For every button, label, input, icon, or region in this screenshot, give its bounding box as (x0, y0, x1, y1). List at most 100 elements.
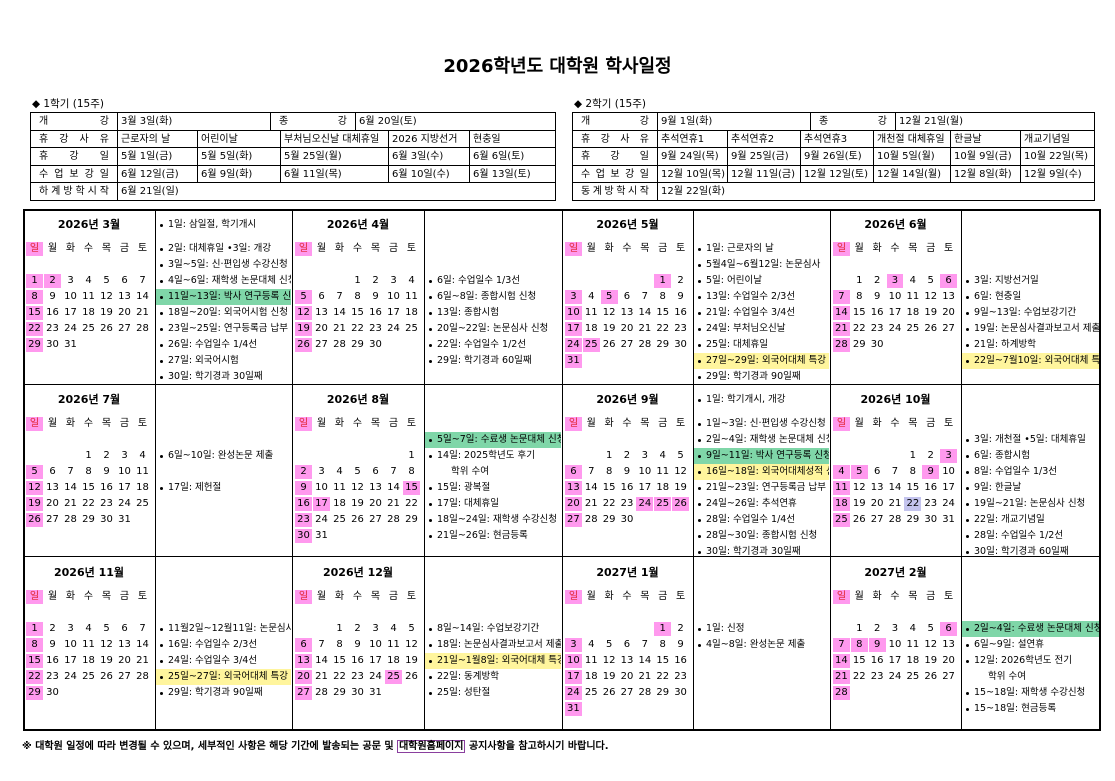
event: 22일: 동계방학 (425, 669, 561, 685)
day: 17 (942, 482, 955, 493)
day: 15 (403, 481, 420, 495)
event: 6일~10일: 완성논문 제출 (156, 448, 291, 464)
day: 7 (139, 275, 146, 286)
day: 20 (295, 670, 312, 684)
day: 21 (638, 323, 652, 334)
bullet (698, 439, 701, 442)
day: 30 (46, 339, 59, 350)
day: 3 (641, 450, 649, 461)
bullet (429, 503, 432, 506)
event: 24일~26일: 추석연휴 (694, 496, 829, 512)
event: 학위 수여 (988, 671, 1026, 682)
day: 7 (891, 466, 899, 477)
bullet (429, 692, 432, 695)
day: 10 (387, 291, 400, 302)
event: 6일~8일: 종합시험 신청 (425, 289, 561, 305)
event: 29일: 학기경과 60일째 (425, 353, 561, 369)
footer: ※ 대학원 일정에 따라 변경될 수 있으며, 세부적인 사항은 해당 기간에 … (22, 739, 609, 755)
day: 20 (118, 655, 131, 666)
day: 19 (852, 498, 866, 509)
day: 12 (852, 482, 866, 493)
event: 22일: 개교기념일 (962, 512, 1099, 528)
weekday: 일 (295, 590, 312, 604)
cell: 12월 9일(수) (1020, 164, 1095, 183)
cell: 추석연휴2 (727, 129, 801, 148)
day: 11 (656, 466, 670, 477)
day: 28 (315, 687, 328, 698)
weekday: 수 (352, 243, 363, 254)
cell: 5월 1일(금) (117, 147, 198, 166)
bullet (966, 503, 969, 506)
day: 29 (351, 339, 364, 350)
day: 11 (906, 639, 920, 650)
bullet (966, 708, 969, 711)
grid-line (830, 209, 831, 731)
day: 27 (942, 671, 955, 682)
bullet (966, 312, 969, 315)
day: 8 (659, 291, 666, 302)
day: 24 (565, 686, 582, 700)
day: 19 (351, 498, 364, 509)
event: 21일: 하계방학 (962, 337, 1099, 353)
day: 23 (870, 671, 884, 682)
day: 16 (46, 307, 59, 318)
day: 30 (46, 687, 59, 698)
bullet (429, 676, 432, 679)
day: 15 (656, 655, 670, 666)
bullet (429, 519, 432, 522)
day: 1 (85, 450, 92, 461)
cell: 12월 21일(월) (895, 112, 1095, 131)
semester-heading: ◆ 2학기 (15주) (574, 98, 646, 110)
day: 30 (351, 687, 364, 698)
day: 15 (26, 654, 43, 668)
day: 29 (26, 338, 43, 352)
day: 4 (85, 275, 92, 286)
day: 2 (677, 275, 684, 286)
day: 11 (906, 291, 920, 302)
day: 24 (942, 498, 955, 509)
event: 6일: 종합시험 (962, 448, 1099, 464)
day: 1 (605, 450, 613, 461)
bullet (966, 551, 969, 554)
weekday: 토 (675, 418, 686, 429)
event: 14일: 2025학년도 후기 (425, 448, 561, 464)
day: 6 (121, 623, 128, 634)
day: 16 (100, 482, 113, 493)
homepage-link[interactable]: 대학원홈페이지 (397, 740, 466, 753)
bullet (966, 328, 969, 331)
weekday: 금 (388, 591, 399, 602)
event: 18일~20일: 외국어시험 신청 (156, 305, 291, 321)
month-title: 2027년 1월 (596, 566, 659, 579)
weekday: 일 (295, 417, 312, 431)
day: 9 (623, 466, 631, 477)
bullet (966, 692, 969, 695)
bullet (429, 344, 432, 347)
day: 2 (103, 450, 110, 461)
day: 29 (906, 514, 920, 525)
day: 6 (623, 639, 631, 650)
bullet (429, 628, 432, 631)
bullet (429, 360, 432, 363)
event: 30일: 학기경과 30일째 (694, 544, 829, 560)
day: 20 (315, 323, 328, 334)
weekday: 수 (622, 591, 632, 602)
event: 19일: 논문심사결과보고서 제출 (962, 321, 1099, 337)
day: 6 (49, 466, 56, 477)
weekday: 토 (943, 243, 954, 254)
bullet (160, 692, 163, 695)
cell: 10월 5일(월) (873, 147, 951, 166)
day: 19 (602, 323, 616, 334)
cell: 개천절 대체휴일 (873, 129, 951, 148)
cell: 3월 3일(화) (117, 112, 271, 131)
day: 6 (121, 275, 128, 286)
day: 17 (64, 307, 77, 318)
weekday: 목 (908, 418, 918, 429)
day: 18 (906, 655, 920, 666)
day: 6 (940, 274, 957, 288)
day: 23 (870, 323, 884, 334)
day: 6 (940, 622, 957, 636)
day: 22 (904, 497, 922, 511)
day: 7 (139, 623, 146, 634)
day: 12 (674, 466, 687, 477)
